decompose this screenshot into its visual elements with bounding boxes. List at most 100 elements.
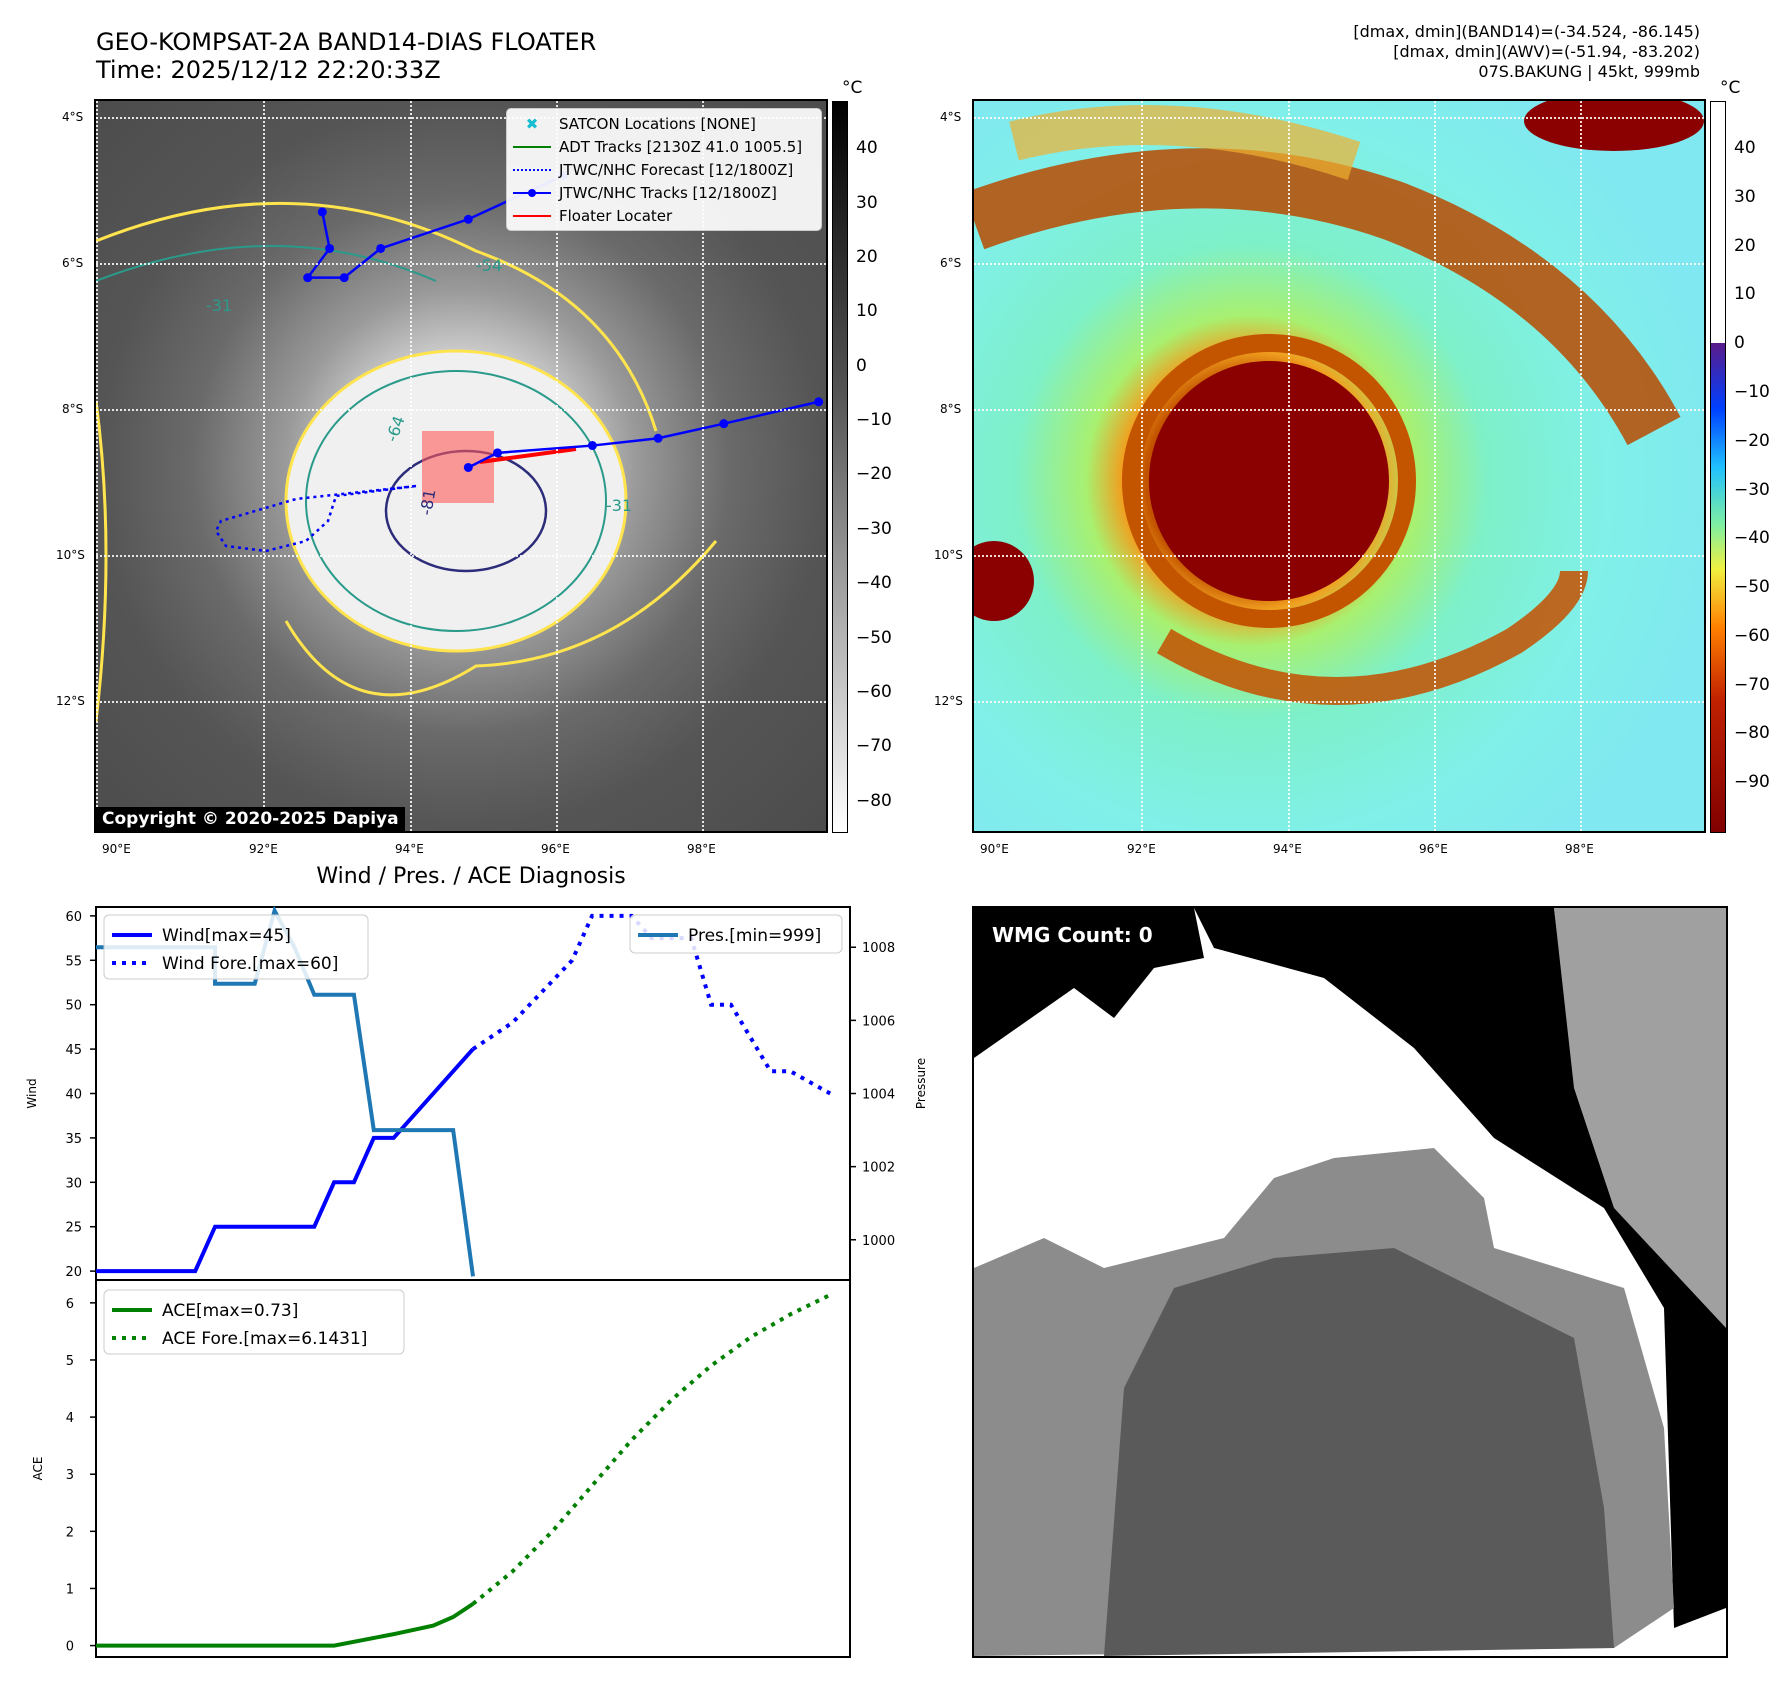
ir-map-overlay: -64 -81 -31 -54 -31 xyxy=(96,170,824,722)
ace-series-0 xyxy=(96,1602,475,1648)
colorbar-tick: −20 xyxy=(856,464,892,485)
lat-label-12s: 12°S xyxy=(56,694,85,708)
lon-label-90e: 90°E xyxy=(102,842,131,856)
ir-map: -64 -81 -31 -54 -31 Copyright © 2020-202… xyxy=(96,101,826,831)
legend-forecast: JTWC/NHC Forecast [12/1800Z] xyxy=(507,158,821,181)
colorbar-tick: −70 xyxy=(1734,674,1770,695)
contour-label-54: -54 xyxy=(476,256,502,275)
lon-label-92e: 92°E xyxy=(249,842,278,856)
contour-label-81: -81 xyxy=(416,488,439,517)
diagnosis-title: Wind / Pres. / ACE Diagnosis xyxy=(316,864,626,889)
pres-ytick-label: 1000 xyxy=(862,1234,895,1249)
colorbar-tick: 10 xyxy=(856,301,878,322)
rainband-south xyxy=(1156,569,1588,705)
cdo-edge xyxy=(1122,334,1416,628)
wmg-darkgray xyxy=(1104,1248,1614,1656)
colorbar-tick: 40 xyxy=(1734,138,1756,159)
cdo-contour-mid xyxy=(305,370,607,632)
x-marker-icon: ✖ xyxy=(525,114,539,133)
contour-label-31a: -31 xyxy=(206,296,232,315)
wind-ytick-label: 40 xyxy=(65,1088,82,1103)
track-east-point xyxy=(587,441,597,451)
pres-ytick-label: 1006 xyxy=(862,1014,895,1029)
track-north-point xyxy=(463,214,473,224)
color-enhanced-map xyxy=(974,101,1704,831)
legend-floater: Floater Locater xyxy=(507,204,821,227)
ir-map-frame xyxy=(94,99,828,833)
colorbar-tick: −30 xyxy=(856,518,892,539)
colorbar-tick: −40 xyxy=(856,573,892,594)
ace-ylabel: ACE xyxy=(31,1457,45,1481)
colorbar-tick: −80 xyxy=(1734,723,1770,744)
colorbar-tick: 0 xyxy=(856,355,867,376)
lat-label-10s: 10°S xyxy=(56,548,85,562)
line-swatch-icon xyxy=(513,145,551,148)
legend-adt: ADT Tracks [2130Z 41.0 1005.5] xyxy=(507,135,821,158)
wmg-count-label: WMG Count: 0 xyxy=(984,920,1161,950)
colorbar-tick: −80 xyxy=(856,790,892,811)
rainband-north-edge xyxy=(1009,105,1361,180)
pres-ytick-label: 1002 xyxy=(862,1161,895,1176)
cdo-core xyxy=(1149,361,1389,601)
wmg-panel: WMG Count: 0 xyxy=(974,908,1726,1656)
track-east-point xyxy=(719,419,729,429)
colorbar-tick: −50 xyxy=(1734,577,1770,598)
colorbar-tick: −10 xyxy=(1734,382,1770,402)
floater-locater-line xyxy=(479,447,577,464)
cloud-w xyxy=(974,541,1034,621)
wind-ytick-label: 50 xyxy=(65,999,82,1014)
band-contour-north-inner xyxy=(96,245,437,282)
color-map-frame xyxy=(972,99,1706,833)
pres-ylabel: Pressure xyxy=(914,1058,928,1109)
series-0 xyxy=(96,1047,475,1274)
color-cbar-unit: °C xyxy=(1720,78,1741,98)
wind-ylabel: Wind xyxy=(25,1078,39,1108)
ir-colorbar xyxy=(832,101,848,833)
lat-label-8s-right: 8°S xyxy=(940,402,962,416)
wmg-frame xyxy=(972,906,1728,1658)
ace-ytick-label: 0 xyxy=(66,1640,74,1655)
copyright-label: Copyright © 2020-2025 Dapiya xyxy=(96,807,405,831)
lon-label-98e: 98°E xyxy=(687,842,716,856)
colorbar-tick: 30 xyxy=(1734,186,1756,207)
ace-legend: ACE[max=0.73] ACE Fore.[max=6.1431] xyxy=(103,1289,405,1355)
colorbar-tick: −10 xyxy=(856,410,892,431)
wind-legend-label: Wind Fore.[max=60] xyxy=(162,954,338,974)
lon-label-96e-right: 96°E xyxy=(1419,842,1448,856)
ace-ytick-label: 3 xyxy=(66,1468,74,1483)
track-north-point xyxy=(303,273,313,283)
wind-ytick-label: 55 xyxy=(65,954,82,969)
dot-line-swatch-icon xyxy=(513,188,551,197)
lat-label-4s: 4°S xyxy=(62,110,84,124)
ace-ytick-label: 1 xyxy=(66,1582,74,1597)
dotted-swatch-icon xyxy=(513,168,551,171)
wind-pressure-chart: 20 25 30 35 40 45 50 55 60 1000 1002 1004 1006 1008 Wi… xyxy=(25,905,928,1281)
track-east-point xyxy=(814,397,824,407)
colorbar-tick: −60 xyxy=(1734,625,1770,646)
wind-ytick-label: 60 xyxy=(65,910,82,925)
lat-label-4s-right: 4°S xyxy=(940,110,962,124)
ir-cbar-unit: °C xyxy=(842,78,863,98)
colorbar-tick: 40 xyxy=(856,138,878,159)
track-north-point xyxy=(339,273,349,283)
ace-ytick-label: 2 xyxy=(66,1525,74,1540)
lon-label-92e-right: 92°E xyxy=(1127,842,1156,856)
lon-label-90e-right: 90°E xyxy=(980,842,1009,856)
ace-ytick-label: 4 xyxy=(66,1411,74,1426)
legend-tracks: JTWC/NHC Tracks [12/1800Z] xyxy=(507,181,821,204)
lon-label-96e: 96°E xyxy=(541,842,570,856)
ace-ytick-label: 6 xyxy=(66,1297,74,1312)
colorbar-tick: −20 xyxy=(1734,430,1770,451)
colorbar-tick: 30 xyxy=(856,192,878,213)
band-contour-south xyxy=(284,540,718,697)
color-colorbar xyxy=(1710,101,1726,833)
ace-ytick-label: 5 xyxy=(66,1354,74,1369)
colorbar-tick: 20 xyxy=(856,246,878,267)
band-contour-north xyxy=(96,201,658,432)
track-east-point xyxy=(493,448,502,458)
wind-legend: Wind[max=45] Wind Fore.[max=60] xyxy=(103,914,369,980)
pres-legend-label: Pres.[min=999] xyxy=(688,926,821,946)
wind-legend-box xyxy=(103,914,369,980)
lat-label-8s: 8°S xyxy=(62,402,84,416)
wind-legend-label: Wind[max=45] xyxy=(162,926,291,946)
